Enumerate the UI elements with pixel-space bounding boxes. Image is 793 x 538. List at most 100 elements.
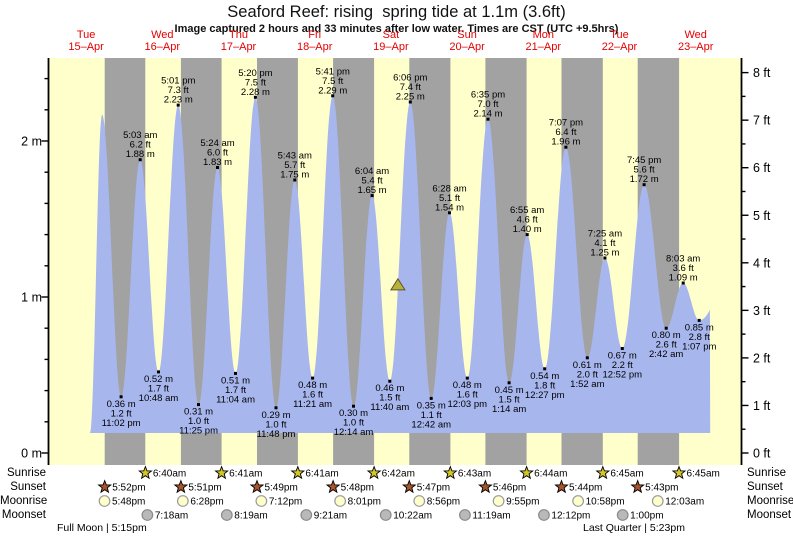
- sunrise-row-label: Sunrise: [7, 467, 46, 479]
- moonset-time: 8:19am: [234, 511, 267, 522]
- low-tide-ft: 2.6 ft: [656, 340, 677, 351]
- sunrise-time: 6:42am: [382, 469, 415, 480]
- moonset-time: 1:00pm: [630, 511, 663, 522]
- low-tide-time: 12:52 pm: [602, 369, 642, 380]
- moonset-icon: [141, 509, 154, 521]
- tide-point-dot: [507, 381, 511, 385]
- low-tide-m: 0.85 m: [685, 322, 714, 333]
- sunrise-icon: [671, 465, 687, 480]
- sunset-icon: [630, 479, 645, 494]
- right-axis-tick-label: 3 ft: [753, 304, 771, 318]
- sunrise-icon: [519, 465, 534, 480]
- high-tide-m: 1.09 m: [669, 272, 698, 283]
- low-tide-time: 11:40 am: [370, 402, 409, 413]
- sunrise-time: 6:41am: [229, 469, 262, 480]
- low-tide-ft: 1.0 ft: [188, 416, 209, 427]
- day-label: Wed: [151, 29, 173, 41]
- day-label: Thu: [229, 29, 248, 41]
- low-tide-m: 0.31 m: [184, 407, 213, 418]
- high-tide-m: 1.54 m: [435, 202, 464, 213]
- moonset-time: 9:21am: [314, 511, 347, 522]
- tide-point-dot: [564, 145, 568, 149]
- low-tide-m: 0.45 m: [495, 385, 524, 396]
- high-tide-ft: 7.5 ft: [245, 77, 266, 88]
- low-tide-time: 12:03 pm: [447, 399, 487, 410]
- high-tide-m: 1.40 m: [513, 224, 542, 235]
- high-tide-m: 2.14 m: [473, 109, 502, 120]
- sunrise-time: 6:40am: [153, 469, 186, 480]
- low-tide-time: 1:14 am: [492, 404, 526, 415]
- moonrise-time: 6:28pm: [190, 497, 223, 508]
- low-tide-m: 0.80 m: [652, 330, 681, 341]
- sunrise-row-label-right: Sunrise: [747, 467, 786, 479]
- low-tide-time: 10:48 am: [139, 393, 179, 404]
- day-date-label: 22–Apr: [602, 41, 638, 53]
- sunrise-time: 6:44am: [534, 469, 567, 480]
- sunset-time: 5:46pm: [493, 483, 526, 494]
- low-tide-ft: 1.0 ft: [343, 418, 364, 429]
- tide-point-dot: [370, 194, 374, 198]
- tide-point-dot: [486, 117, 490, 121]
- high-tide-ft: 5.7 ft: [284, 160, 305, 171]
- right-axis-tick-label: 5 ft: [753, 209, 771, 223]
- moonset-icon: [300, 509, 313, 521]
- right-axis-tick-label: 1 ft: [753, 399, 771, 413]
- day-label: Tue: [610, 29, 629, 41]
- low-tide-ft: 1.2 ft: [111, 408, 132, 419]
- high-tide-ft: 4.6 ft: [517, 215, 538, 226]
- sunrise-time: 6:43am: [458, 469, 491, 480]
- moonrise-time: 8:01pm: [348, 497, 381, 508]
- moonrise-icon: [176, 495, 189, 507]
- sunset-row-label: Sunset: [10, 481, 46, 493]
- low-tide-m: 0.36 m: [107, 399, 136, 410]
- low-tide-ft: 1.8 ft: [534, 380, 555, 391]
- high-tide-m: 1.25 m: [590, 248, 619, 259]
- low-tide-time: 12:14 am: [334, 427, 374, 438]
- moonrise-row-label-right: Moonrise: [747, 495, 793, 507]
- high-tide-m: 2.29 m: [318, 85, 347, 96]
- moonrise-time: 10:58pm: [586, 497, 625, 508]
- low-tide-m: 0.29 m: [261, 410, 290, 421]
- high-tide-m: 2.23 m: [164, 95, 193, 106]
- low-tide-m: 0.48 m: [298, 380, 327, 391]
- moonset-time: 11:19am: [472, 511, 510, 522]
- sunset-time: 5:49pm: [264, 483, 297, 494]
- left-axis-tick-label: 1 m: [21, 291, 42, 305]
- sunset-time: 5:52pm: [112, 483, 145, 494]
- day-date-label: 20–Apr: [449, 41, 485, 53]
- sunset-icon: [173, 479, 189, 494]
- sunset-time: 5:48pm: [341, 483, 374, 494]
- low-tide-m: 0.61 m: [573, 360, 602, 371]
- high-tide-m: 1.83 m: [203, 157, 232, 168]
- tide-point-dot: [138, 158, 142, 162]
- high-tide-m: 1.96 m: [551, 137, 580, 148]
- tide-point-dot: [216, 166, 219, 169]
- high-tide-ft: 5.4 ft: [361, 176, 382, 187]
- moonrise-icon: [492, 495, 505, 507]
- tide-point-dot: [620, 347, 624, 350]
- low-tide-time: 12:42 am: [411, 419, 451, 430]
- moonset-row-label: Moonset: [1, 509, 46, 521]
- tide-point-dot: [603, 256, 607, 260]
- full-moon-note: Full Moon | 5:15pm: [57, 522, 147, 534]
- high-tide-ft: 7.3 ft: [168, 85, 189, 96]
- low-tide-time: 12:27 pm: [525, 390, 565, 401]
- moonrise-time: 9:55pm: [506, 497, 539, 508]
- sunrise-icon: [214, 465, 229, 480]
- high-tide-time: 6:04 am: [355, 166, 389, 177]
- moonrise-icon: [413, 495, 426, 507]
- right-axis-tick-label: 4 ft: [753, 256, 771, 270]
- high-tide-m: 1.65 m: [358, 185, 387, 196]
- high-tide-time: 5:03 am: [123, 130, 157, 141]
- sunset-icon: [249, 479, 265, 494]
- high-tide-time: 5:24 am: [200, 138, 234, 149]
- chart-title: Seaford Reef: rising spring tide at 1.1m…: [227, 3, 566, 21]
- tide-point-dot: [448, 211, 451, 215]
- tide-point-dot: [525, 233, 529, 237]
- moonrise-icon: [651, 495, 664, 507]
- high-tide-m: 1.88 m: [126, 149, 155, 160]
- moonset-icon: [616, 509, 629, 521]
- low-tide-ft: 1.0 ft: [265, 419, 286, 430]
- low-tide-time: 11:02 pm: [102, 418, 141, 429]
